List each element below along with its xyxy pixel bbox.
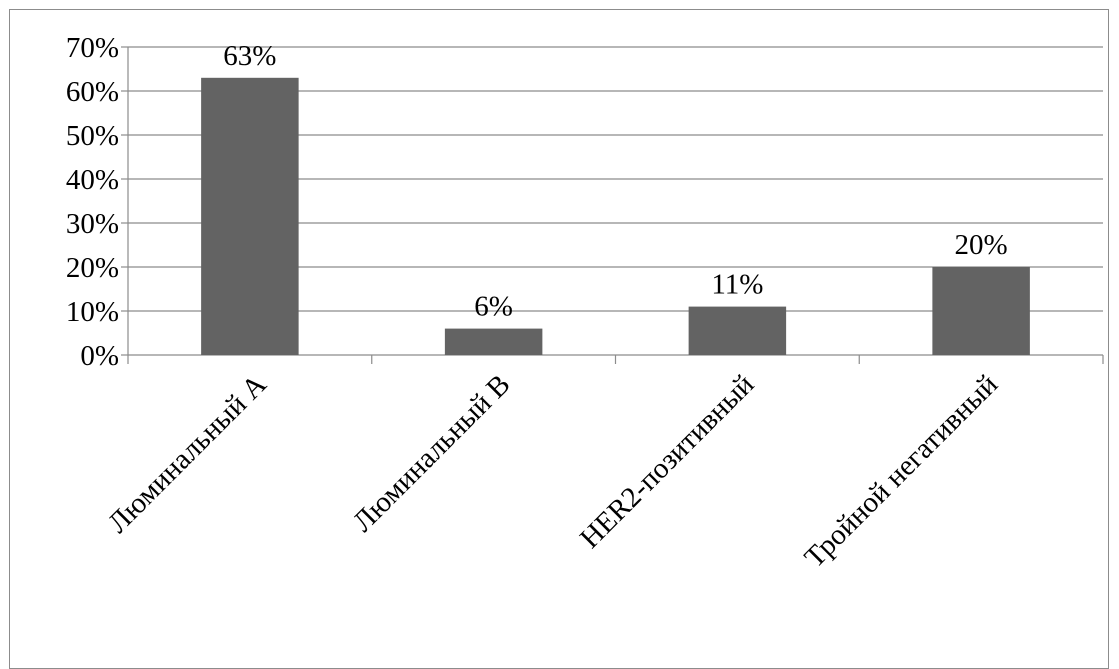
bar-4 <box>932 267 1030 355</box>
y-tick-label: 30% <box>66 208 119 240</box>
bars <box>201 77 1030 356</box>
y-tick-label: 0% <box>80 340 119 372</box>
y-tick-label: 60% <box>66 76 119 108</box>
y-tick-label: 40% <box>66 164 119 196</box>
bar-chart: 0% 10% 20% 30% 40% 50% 60% 70% 63% 6% 11% 20% Люми… <box>66 32 1104 574</box>
y-axis-tick-labels: 0% 10% 20% 30% 40% 50% 60% 70% <box>66 32 119 372</box>
data-label: 63% <box>223 40 276 72</box>
bar-2 <box>444 328 543 355</box>
x-tick-label: Тройной негативный <box>798 368 1004 574</box>
y-tick-label: 70% <box>66 32 119 64</box>
bar-1 <box>201 77 299 356</box>
x-tick-label: Люминальный А <box>102 368 273 539</box>
x-tick-label: HER2-позитивный <box>574 368 760 554</box>
x-tick-label: Люминальный В <box>347 368 517 538</box>
y-tick-label: 20% <box>66 252 119 284</box>
y-tick-label: 10% <box>66 296 119 328</box>
chart-frame <box>9 9 1109 669</box>
data-label: 6% <box>474 291 513 323</box>
data-label: 11% <box>711 269 763 301</box>
bar-3 <box>688 306 787 355</box>
data-label: 20% <box>955 229 1008 261</box>
x-axis-tick-labels: Люминальный А Люминальный В HER2-позитивны… <box>102 368 1004 574</box>
data-labels: 63% 6% 11% 20% <box>223 40 1007 323</box>
y-tick-label: 50% <box>66 120 119 152</box>
